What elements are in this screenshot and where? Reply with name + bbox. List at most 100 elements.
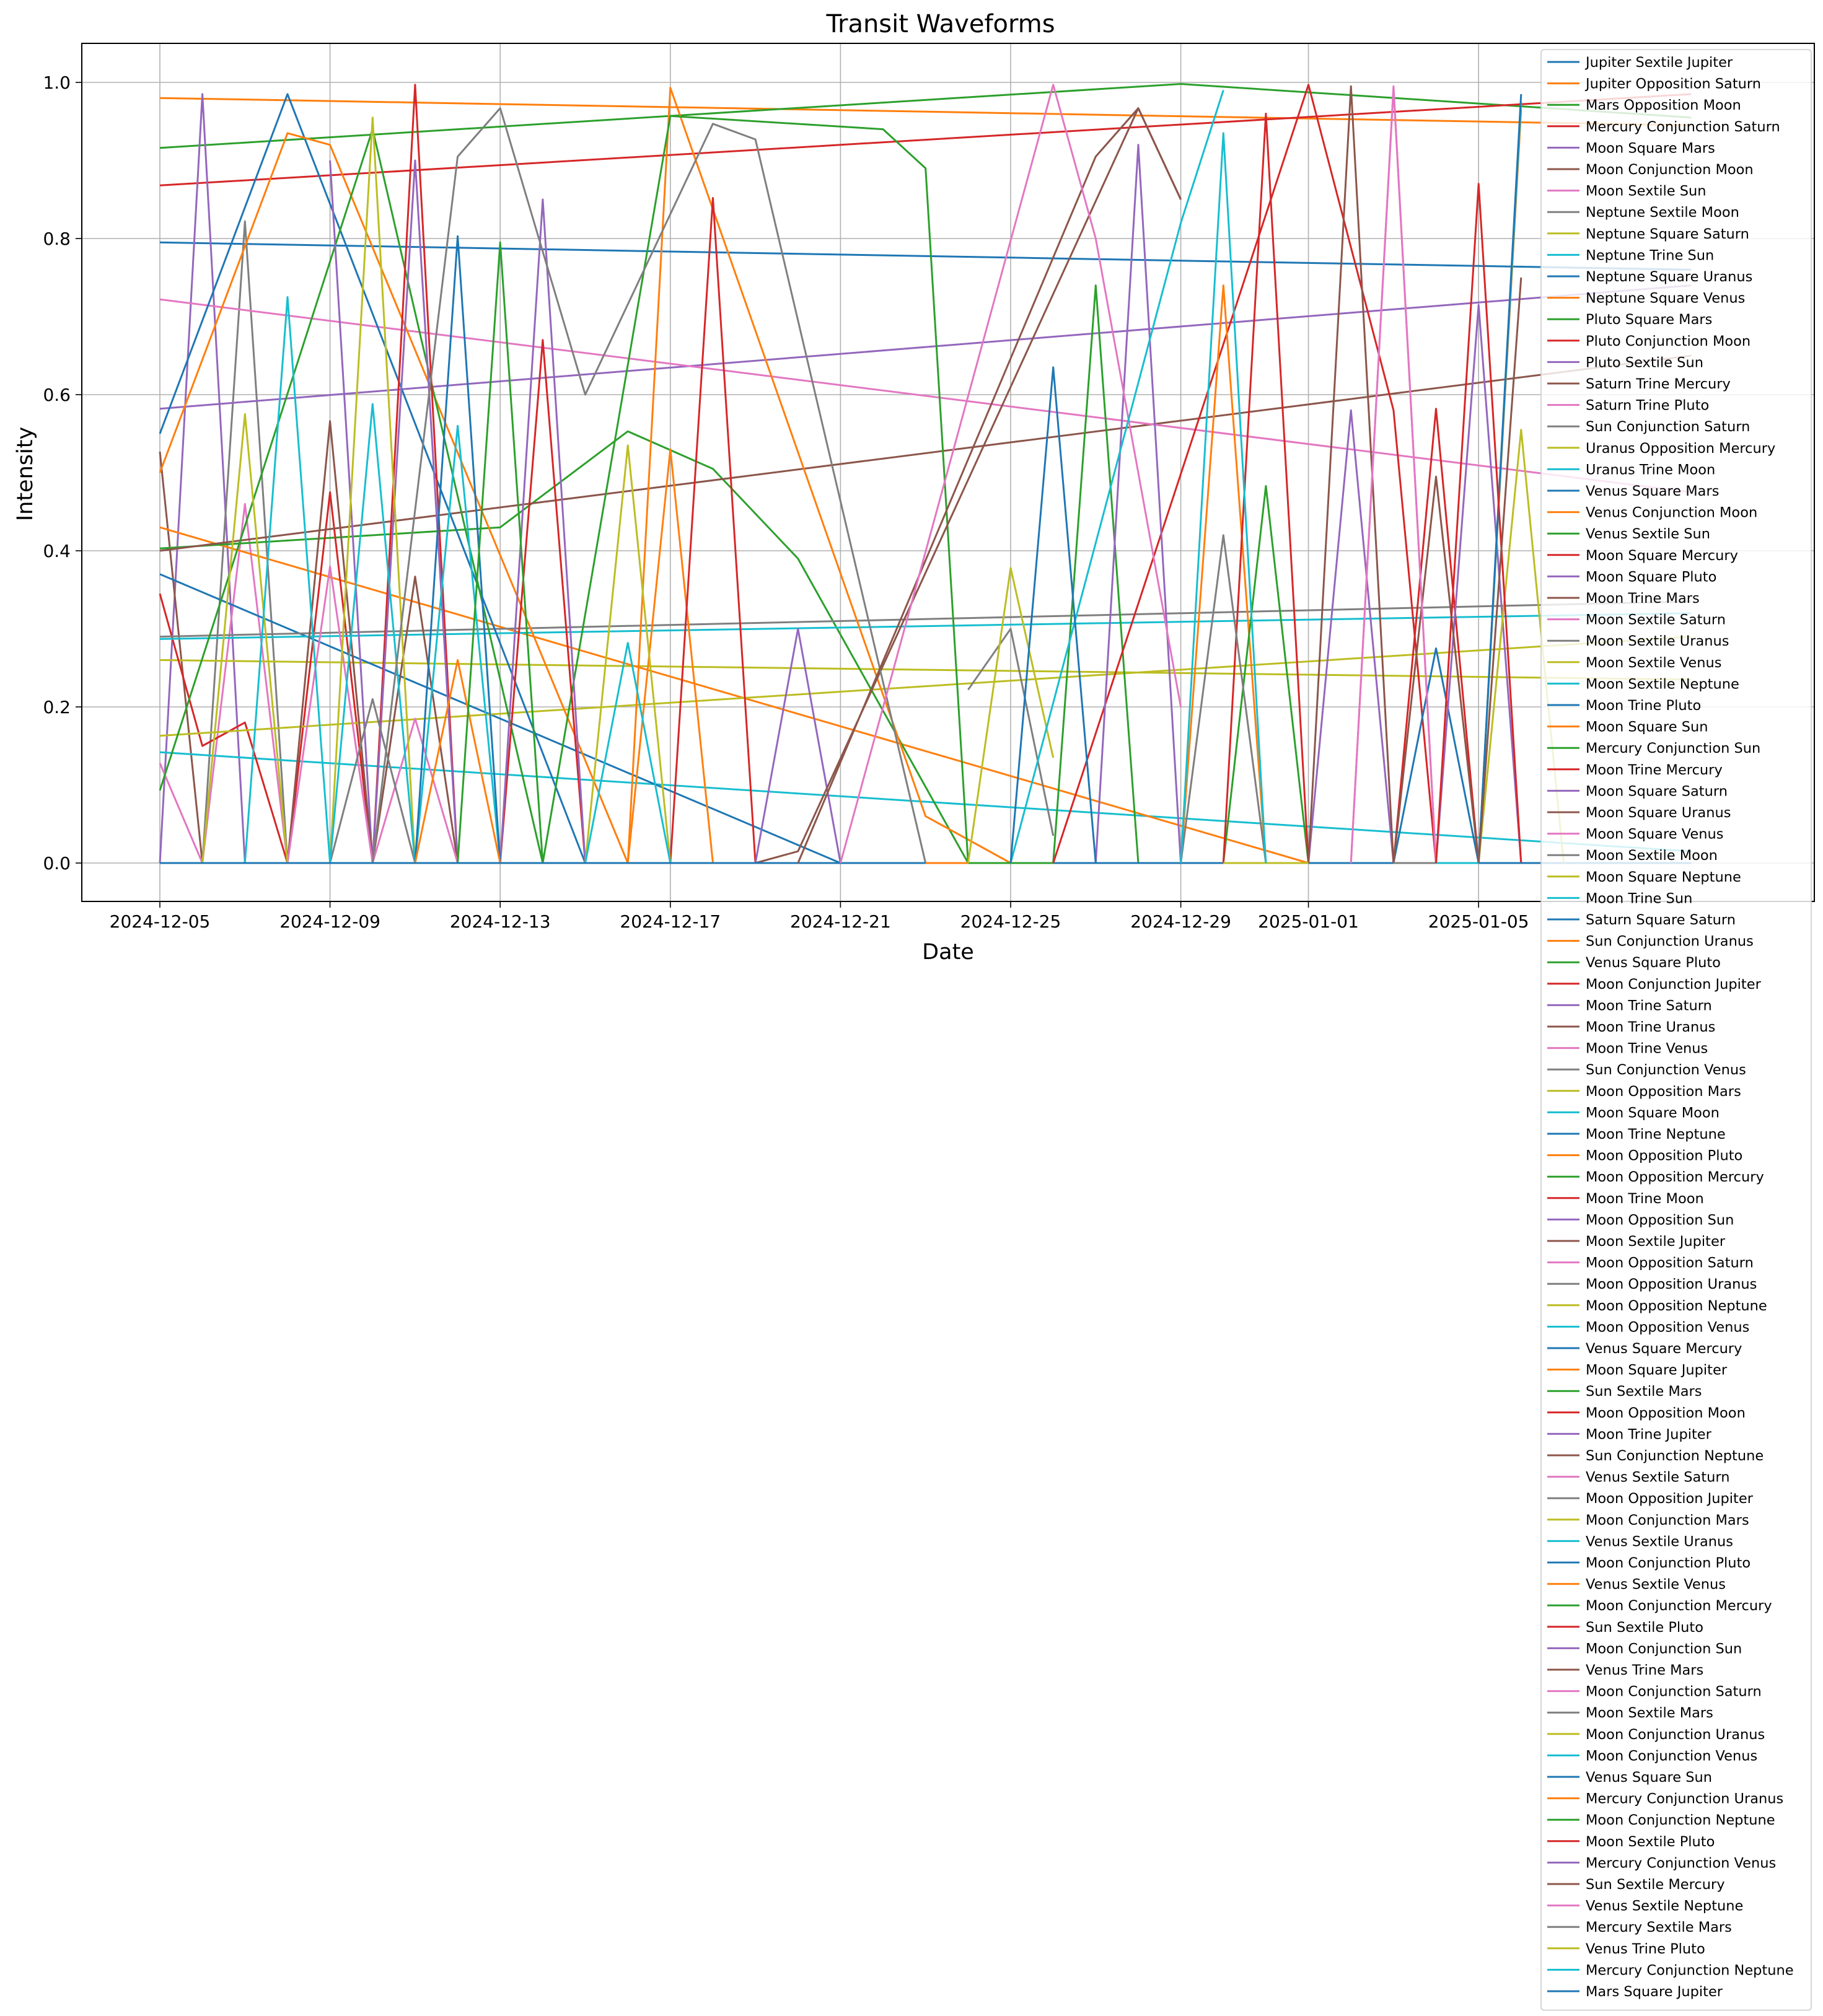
legend-label: Venus Sextile Uranus xyxy=(1586,1533,1733,1549)
series-line xyxy=(159,502,289,864)
legend-label: Moon Conjunction Saturn xyxy=(1586,1684,1762,1700)
legend-label: Moon Conjunction Pluto xyxy=(1586,1555,1751,1571)
legend-label: Moon Opposition Sun xyxy=(1586,1212,1734,1228)
series-line xyxy=(1307,85,1395,864)
x-tick-label: 2025-01-01 xyxy=(1258,911,1359,932)
legend-label: Moon Conjunction Sun xyxy=(1586,1641,1742,1657)
series-line xyxy=(159,600,1692,638)
legend-label: Moon Conjunction Mars xyxy=(1586,1512,1749,1528)
legend-label: Moon Conjunction Mercury xyxy=(1586,1598,1772,1614)
legend-label: Venus Trine Pluto xyxy=(1586,1941,1705,1957)
legend-label: Venus Square Mercury xyxy=(1586,1341,1742,1357)
legend-label: Moon Trine Pluto xyxy=(1586,698,1701,714)
series-line xyxy=(159,612,1692,640)
legend-label: Moon Opposition Saturn xyxy=(1586,1255,1754,1271)
x-tick-label: 2024-12-29 xyxy=(1130,911,1231,932)
legend-label: Sun Conjunction Saturn xyxy=(1586,419,1750,435)
legend-box xyxy=(1540,49,1812,2011)
y-axis-label: Intensity xyxy=(13,427,38,521)
legend-label: Moon Trine Sun xyxy=(1586,890,1692,906)
series-line xyxy=(1009,90,1224,864)
legend-label: Venus Sextile Saturn xyxy=(1586,1470,1730,1486)
series-line xyxy=(159,97,1692,126)
legend-label: Moon Trine Venus xyxy=(1586,1041,1708,1057)
legend-label: Venus Trine Mars xyxy=(1586,1662,1703,1678)
legend-label: Moon Trine Mars xyxy=(1586,590,1700,607)
legend-label: Mercury Conjunction Saturn xyxy=(1586,119,1780,135)
x-axis-label: Date xyxy=(922,940,974,965)
series-line xyxy=(1477,277,1522,864)
legend-label: Venus Conjunction Moon xyxy=(1586,505,1757,521)
legend-label: Moon Opposition Neptune xyxy=(1586,1298,1767,1314)
legend-label: Jupiter Sextile Jupiter xyxy=(1584,55,1733,71)
series-line xyxy=(1307,409,1395,864)
legend-label: Mercury Sextile Mars xyxy=(1586,1919,1732,1935)
legend-label: Moon Opposition Pluto xyxy=(1586,1148,1742,1164)
legend-label: Moon Square Pluto xyxy=(1586,569,1716,585)
legend-label: Mercury Conjunction Neptune xyxy=(1586,1962,1794,1978)
legend-label: Saturn Trine Pluto xyxy=(1586,398,1709,414)
y-tick-label: 0.6 xyxy=(43,385,71,405)
legend-label: Moon Sextile Moon xyxy=(1586,848,1718,864)
legend-label: Venus Square Pluto xyxy=(1586,955,1721,971)
series-line xyxy=(371,107,927,864)
series-line xyxy=(754,628,841,864)
legend-label: Moon Trine Uranus xyxy=(1586,1019,1715,1035)
series-line xyxy=(1435,304,1522,864)
legend-label: Moon Opposition Mercury xyxy=(1586,1169,1764,1185)
legend-label: Moon Sextile Mars xyxy=(1586,1705,1713,1721)
legend-label: Moon Conjunction Venus xyxy=(1586,1748,1757,1764)
legend-label: Moon Square Jupiter xyxy=(1586,1362,1728,1378)
legend-label: Saturn Square Saturn xyxy=(1586,912,1736,928)
legend-label: Moon Conjunction Neptune xyxy=(1586,1812,1775,1828)
legend-label: Moon Sextile Saturn xyxy=(1586,612,1726,628)
legend-label: Moon Opposition Jupiter xyxy=(1586,1491,1754,1507)
series-line xyxy=(1435,183,1522,864)
legend-label: Moon Opposition Uranus xyxy=(1586,1276,1757,1292)
series-line xyxy=(159,241,1692,271)
legend-label: Moon Conjunction Uranus xyxy=(1586,1727,1765,1743)
series-line xyxy=(1009,366,1181,864)
legend-label: Moon Square Mars xyxy=(1586,140,1715,156)
legend-label: Pluto Sextile Sun xyxy=(1586,354,1703,370)
legend-label: Moon Sextile Pluto xyxy=(1586,1834,1715,1850)
axes-frame xyxy=(81,43,1815,902)
legend-label: Moon Sextile Neptune xyxy=(1586,676,1739,692)
series-line xyxy=(1350,87,1437,864)
legend-label: Mercury Conjunction Sun xyxy=(1586,740,1760,756)
legend-label: Moon Sextile Uranus xyxy=(1586,633,1729,649)
legend-label: Sun Sextile Mars xyxy=(1586,1383,1702,1400)
legend-label: Moon Square Moon xyxy=(1586,1105,1720,1121)
legend-label: Moon Trine Saturn xyxy=(1586,997,1712,1014)
legend-label: Neptune Sextile Moon xyxy=(1586,204,1739,221)
legend-label: Pluto Square Mars xyxy=(1586,312,1712,328)
series-line xyxy=(797,107,1182,864)
legend-label: Mercury Conjunction Venus xyxy=(1586,1855,1776,1871)
series-line xyxy=(967,628,1055,836)
y-tick-label: 0.4 xyxy=(43,541,71,561)
legend-label: Moon Sextile Sun xyxy=(1586,183,1707,199)
y-tick-label: 0.0 xyxy=(43,853,71,874)
legend-label: Moon Square Venus xyxy=(1586,826,1723,843)
series-line xyxy=(159,659,1692,681)
legend-label: Venus Sextile Sun xyxy=(1586,526,1710,542)
series-line xyxy=(1392,647,1480,864)
legend-label: Neptune Square Venus xyxy=(1586,291,1745,307)
legend-label: Sun Conjunction Uranus xyxy=(1586,934,1754,950)
legend-label: Moon Square Mercury xyxy=(1586,548,1738,564)
series-line xyxy=(1477,94,1522,864)
legend-label: Sun Conjunction Venus xyxy=(1586,1062,1746,1078)
legend-label: Neptune Trine Sun xyxy=(1586,247,1714,263)
x-tick-label: 2024-12-25 xyxy=(960,911,1061,932)
legend-label: Moon Opposition Moon xyxy=(1586,1405,1746,1421)
legend-label: Moon Sextile Venus xyxy=(1586,655,1721,671)
legend-label: Mercury Conjunction Uranus xyxy=(1586,1791,1783,1807)
legend-label: Moon Trine Jupiter xyxy=(1586,1426,1712,1442)
series-line xyxy=(244,296,501,864)
series-line xyxy=(584,642,672,864)
series-line xyxy=(159,298,1692,493)
series-line xyxy=(1392,408,1480,864)
chart-title: Transit Waveforms xyxy=(825,10,1055,38)
